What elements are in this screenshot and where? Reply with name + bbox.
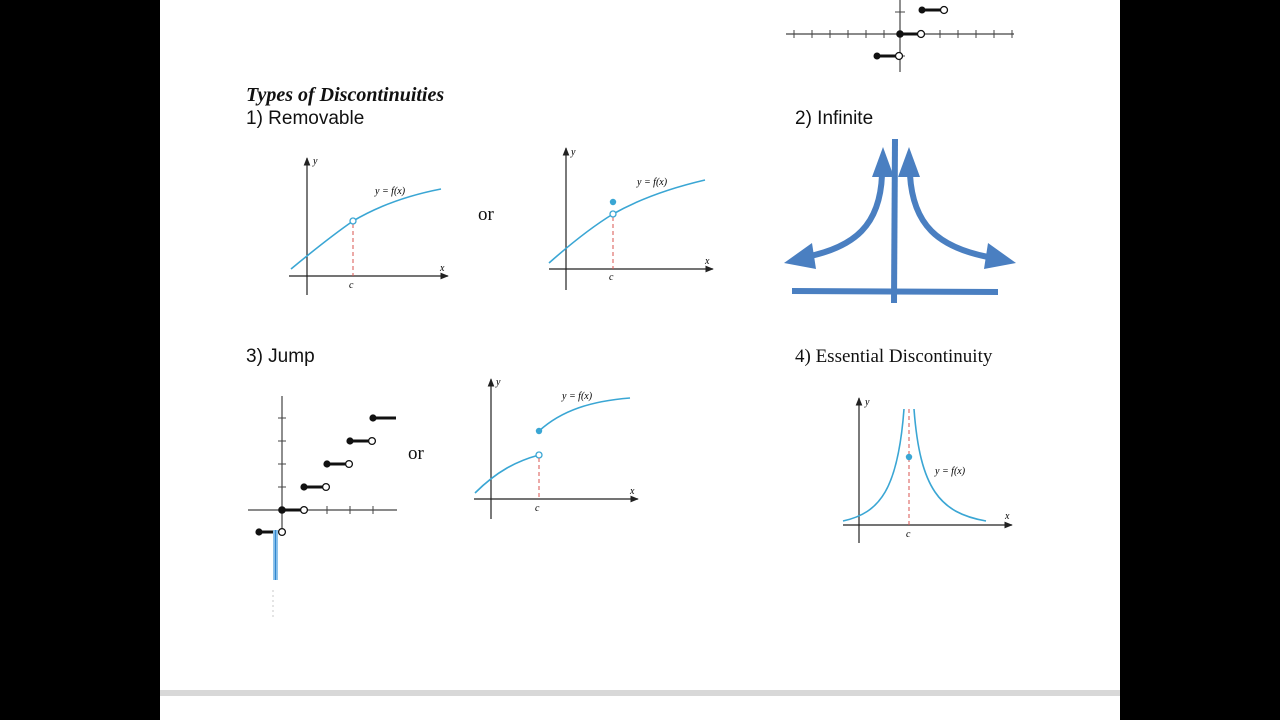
next-page-top bbox=[160, 696, 1120, 720]
c-label: c bbox=[535, 503, 540, 514]
infinite-arrows-graphic bbox=[784, 138, 1016, 304]
c-label: c bbox=[349, 280, 354, 291]
label-jump: 3) Jump bbox=[246, 346, 315, 367]
function-label: y = f(x) bbox=[636, 177, 668, 188]
x-axis-label: x bbox=[704, 256, 710, 267]
c-label: c bbox=[609, 272, 614, 283]
y-axis-label: y bbox=[495, 377, 501, 388]
removable-graph-displaced: y x c y = f(x) bbox=[548, 147, 714, 290]
x-axis-label: x bbox=[629, 486, 635, 497]
label-removable: 1) Removable bbox=[246, 108, 365, 129]
jump-step-graph bbox=[248, 396, 397, 620]
top-step-graph bbox=[786, 0, 1014, 72]
y-axis-label: y bbox=[570, 147, 576, 158]
y-axis-label: y bbox=[864, 397, 870, 408]
removable-graph-hole: y x c y = f(x) bbox=[289, 156, 449, 295]
function-label: y = f(x) bbox=[561, 391, 593, 402]
essential-graph: y x c y = f(x) bbox=[842, 397, 1013, 543]
c-label: c bbox=[906, 529, 911, 540]
jump-graph-function: y x c y = f(x) bbox=[474, 377, 639, 519]
x-axis-label: x bbox=[1004, 511, 1010, 522]
function-label: y = f(x) bbox=[374, 186, 406, 197]
y-axis-label: y bbox=[312, 156, 318, 167]
document-page bbox=[160, 0, 1120, 690]
function-label: y = f(x) bbox=[934, 466, 966, 477]
label-infinite: 2) Infinite bbox=[795, 108, 874, 129]
connector-or-removable: or bbox=[478, 204, 494, 225]
section-heading: Types of Discontinuities bbox=[246, 84, 445, 106]
page-shadow bbox=[160, 690, 1120, 696]
x-axis-label: x bbox=[439, 263, 445, 274]
connector-or-jump: or bbox=[408, 443, 424, 464]
label-essential: 4) Essential Discontinuity bbox=[795, 346, 993, 367]
